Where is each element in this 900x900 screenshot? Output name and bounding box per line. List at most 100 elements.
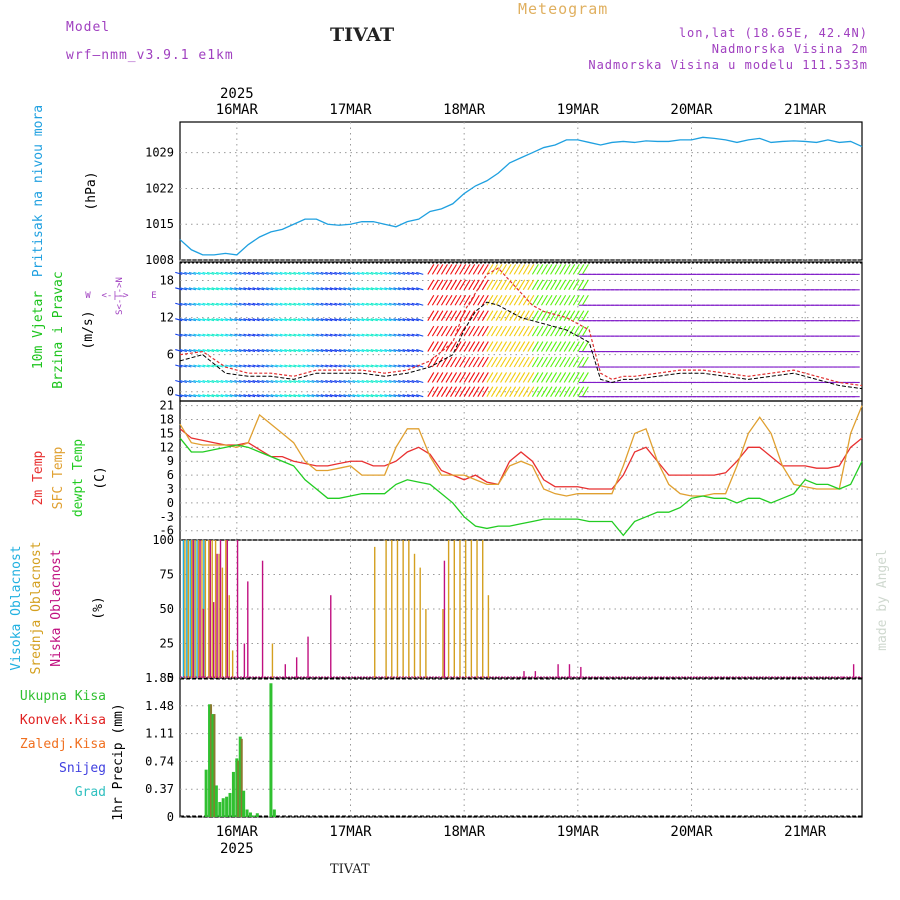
wind-barb: [477, 356, 485, 368]
wind-barb: [509, 294, 517, 306]
wind-barb: [402, 394, 410, 398]
wind-barb: [311, 379, 319, 383]
wind-barb: [568, 264, 576, 275]
wind-barb: [490, 341, 498, 352]
wind-barb: [343, 379, 351, 383]
wind-barb: [559, 341, 567, 352]
wind-barb: [288, 394, 297, 398]
wind-barb: [531, 310, 539, 321]
wind-barb: [445, 356, 453, 368]
wind-barb: [450, 356, 457, 368]
wind-barb: [243, 318, 251, 322]
panel-frame-temperature: [179, 400, 863, 541]
wind-barb: [252, 318, 260, 322]
wind-barb: [559, 264, 567, 275]
wind-barb: [472, 294, 480, 306]
ytick-label-wind-1: 6: [167, 348, 174, 362]
wind-barb: [288, 302, 297, 306]
wind-barb: [206, 302, 215, 306]
wind-barb: [334, 364, 342, 368]
wind-barb: [416, 333, 424, 337]
wind-barb: [220, 271, 228, 275]
wind-barb: [513, 279, 521, 291]
wind-barb: [509, 372, 517, 383]
wind-barb: [463, 372, 471, 383]
x-bottom-tick-5: 21MAR: [784, 824, 827, 840]
wind-barb: [284, 349, 292, 353]
wind-barb: [270, 394, 278, 398]
wind-barb: [356, 364, 365, 368]
wind-barb: [416, 379, 424, 383]
wind-barb: [238, 333, 247, 337]
wind-barb: [220, 349, 228, 353]
wind-barb: [550, 310, 558, 321]
wind-barb: [225, 271, 233, 275]
wind-barb: [463, 356, 471, 368]
precip-total-bar: [231, 771, 235, 817]
wind-barb: [375, 379, 383, 383]
wind-barb: [572, 372, 580, 383]
wind-barb: [504, 341, 512, 352]
wind-barb: [504, 386, 512, 397]
wind-barb: [184, 349, 192, 353]
wind-barb: [513, 341, 521, 352]
wind-barb: [431, 294, 439, 306]
wind-barb: [238, 394, 247, 398]
wind-barb: [509, 325, 517, 337]
wind-barb: [216, 271, 224, 275]
wind-barb: [306, 349, 315, 353]
wind-barb: [347, 349, 356, 353]
footer-station: TIVAT: [330, 862, 370, 877]
model-elevation-label: Nadmorska Visina u modelu 111.533m: [588, 58, 868, 72]
wind-barb: [266, 349, 274, 353]
temp-line-2: [179, 437, 863, 537]
wind-barb: [384, 287, 392, 291]
wind-barb: [459, 264, 467, 275]
wind-barb: [416, 302, 424, 306]
wind-barb: [407, 364, 415, 368]
wind-barb: [216, 318, 224, 322]
wind-barb: [486, 279, 494, 291]
wind-barb: [393, 349, 401, 353]
wind-barb: [179, 349, 187, 353]
wind-barb: [375, 271, 383, 275]
wind-barb: [188, 318, 197, 322]
wind-barb: [468, 341, 476, 352]
wind-barb: [302, 318, 310, 322]
wind-barb: [454, 386, 462, 397]
compass-w: W: [85, 291, 91, 301]
wind-barb: [175, 394, 183, 398]
wind-barb: [361, 394, 369, 398]
precip-total-bar: [255, 813, 259, 817]
wind-barb: [370, 364, 378, 368]
wind-barb: [384, 379, 392, 383]
wind-barb: [536, 325, 544, 337]
wind-barb: [179, 318, 187, 322]
wind-barb: [440, 264, 448, 275]
wind-barb: [306, 379, 315, 383]
wind-barb: [329, 349, 338, 353]
wind-barb: [481, 372, 489, 383]
wind-barb: [495, 341, 503, 352]
wind-barb: [288, 287, 297, 291]
wind-barb: [459, 341, 467, 352]
wind-barb: [320, 318, 328, 322]
wind-barb: [256, 318, 265, 322]
wind-barb: [388, 333, 397, 337]
wind-barb: [527, 294, 535, 306]
wind-barb: [356, 349, 365, 353]
wind-barb: [518, 264, 526, 275]
wind-barb: [197, 302, 206, 306]
wind-barb: [581, 356, 589, 368]
wind-barb: [284, 379, 292, 383]
wind-barb: [379, 349, 388, 353]
wind-barb: [229, 379, 237, 383]
ytick-label-precipitation-5: 1.85: [145, 671, 174, 685]
wind-barb: [397, 302, 406, 306]
wind-barb: [275, 394, 283, 398]
wind-barb: [436, 372, 444, 383]
ytick-label-temperature-0: -6: [160, 524, 174, 538]
wind-barb: [216, 333, 224, 337]
wind-barb: [325, 318, 333, 322]
wind-barb: [500, 310, 508, 321]
